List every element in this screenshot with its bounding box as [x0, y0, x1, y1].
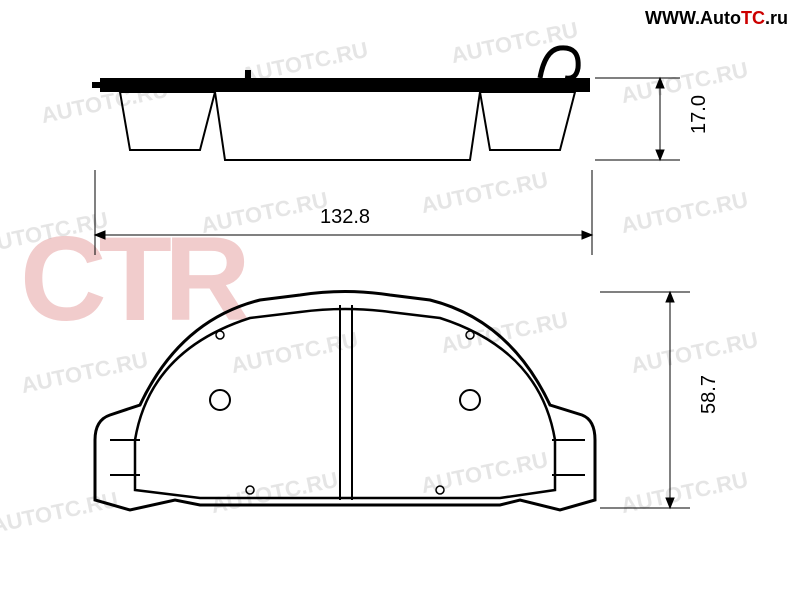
url-prefix: WWW. [645, 8, 700, 28]
dim-height [600, 292, 690, 508]
dim-width-label: 132.8 [320, 206, 370, 229]
front-view [95, 292, 595, 511]
source-url: WWW.AutoTC.ru [645, 8, 788, 29]
top-view [92, 48, 590, 160]
dim-thickness-label: 17.0 [688, 95, 711, 134]
url-suffix: .ru [765, 8, 788, 28]
url-mid: Auto [700, 8, 741, 28]
url-tc: TC [741, 8, 765, 28]
dim-height-label: 58.7 [698, 375, 721, 414]
technical-drawing [0, 0, 800, 600]
dim-thickness [595, 78, 680, 160]
